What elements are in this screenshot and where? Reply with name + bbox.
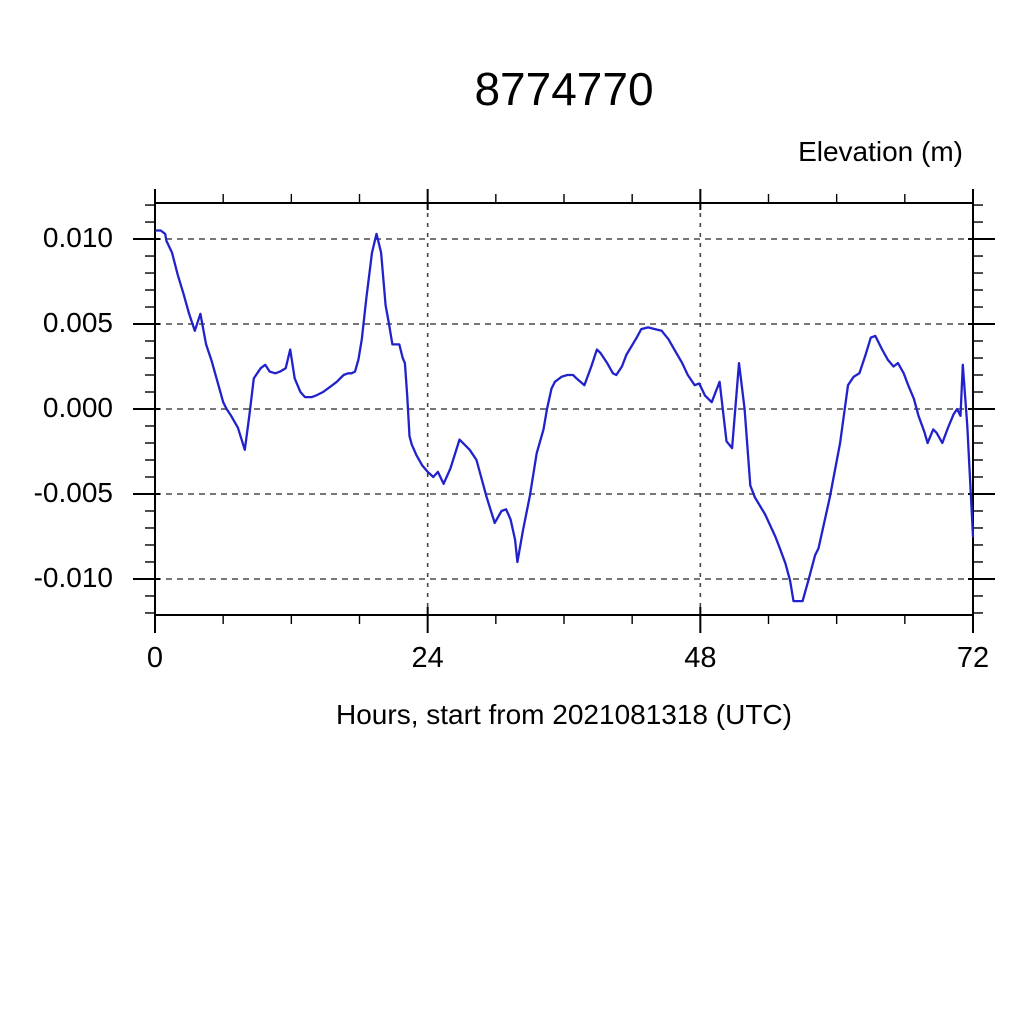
x-tick-label: 72 — [956, 642, 990, 674]
x-tick-label: 24 — [411, 642, 444, 674]
x-axis-title: Hours, start from 2021081318 (UTC) — [336, 699, 792, 730]
chart-title: 8774770 — [474, 63, 654, 115]
y-tick-label: 0.010 — [42, 222, 113, 254]
y-tick-label: 0.005 — [42, 307, 113, 339]
y-axis-title: Elevation (m) — [798, 136, 963, 167]
x-tick-label: 48 — [684, 642, 717, 674]
x-tick-label: 0 — [146, 642, 164, 674]
y-tick-label: -0.010 — [33, 561, 113, 593]
y-tick-label: 0.000 — [42, 392, 113, 423]
elevation-line — [154, 229, 975, 603]
y-tick-label: -0.005 — [33, 476, 113, 508]
